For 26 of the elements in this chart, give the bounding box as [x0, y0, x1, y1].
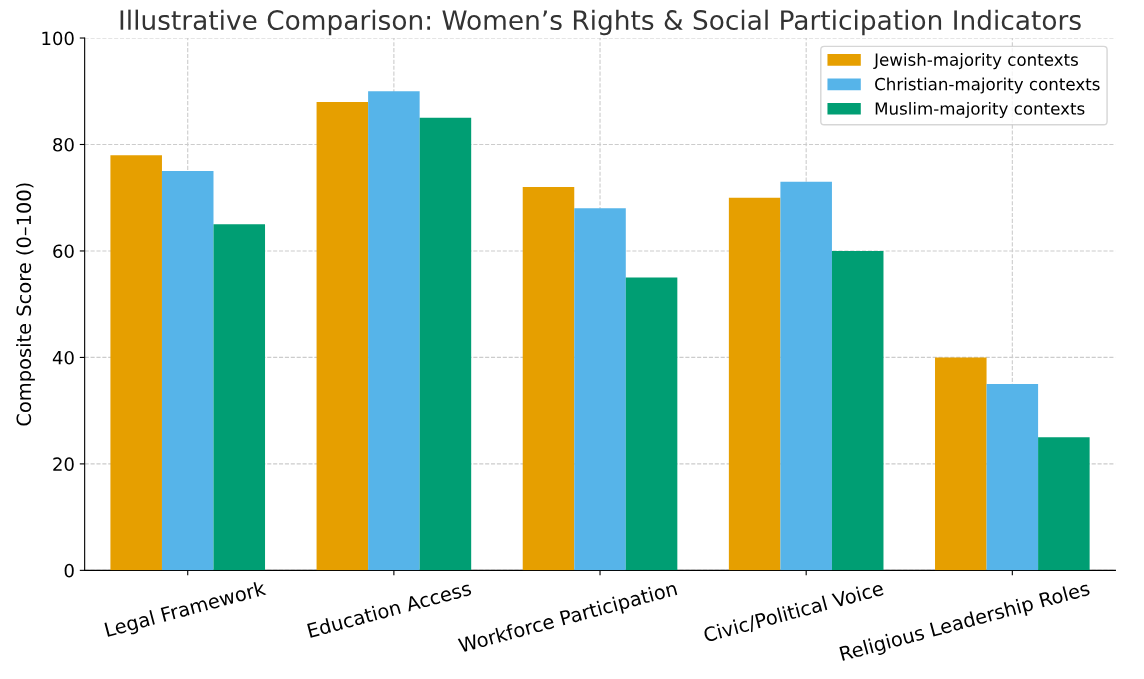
legend-label: Muslim-majority contexts [875, 101, 1085, 119]
y-tick-label: 0 [64, 563, 74, 578]
bar [1038, 437, 1090, 571]
bar [368, 91, 420, 571]
y-tick-label: 80 [53, 137, 74, 152]
legend-label: Christian-majority contexts [875, 77, 1100, 94]
bar [419, 117, 472, 571]
legend-label: Jewish-majority contexts [873, 53, 1078, 70]
bar [522, 187, 575, 571]
bar [986, 384, 1039, 571]
bar [574, 208, 626, 571]
y-tick-label: 20 [53, 457, 74, 472]
bar [780, 181, 832, 571]
y-tick-label: 60 [53, 244, 74, 259]
y-tick-label: 100 [42, 31, 74, 46]
bar [625, 277, 678, 571]
bar [213, 224, 266, 571]
bar [110, 155, 162, 571]
y-tick-label: 40 [52, 350, 74, 365]
bar [161, 171, 214, 571]
bar [316, 101, 369, 571]
bar [728, 197, 781, 571]
y-axis-title: Composite Score (0–100) [16, 183, 35, 426]
bar [831, 250, 884, 571]
bar [935, 357, 987, 571]
chart-title: Illustrative Comparison: Women’s Rights & Social Participation Indicators [120, 9, 1081, 36]
